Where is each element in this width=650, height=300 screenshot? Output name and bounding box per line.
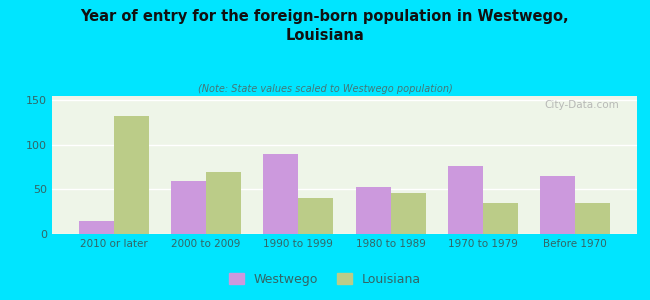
Bar [575,203,610,234]
Bar [298,198,333,234]
Bar [448,166,483,234]
Text: Year of entry for the foreign-born population in Westwego,
Louisiana: Year of entry for the foreign-born popul… [81,9,569,43]
Text: City-Data.com: City-Data.com [545,100,619,110]
Bar [391,193,426,234]
Legend: Westwego, Louisiana: Westwego, Louisiana [224,268,426,291]
Bar [171,182,206,234]
Bar [540,176,575,234]
Text: (Note: State values scaled to Westwego population): (Note: State values scaled to Westwego p… [198,84,452,94]
Bar [79,220,114,234]
Bar [206,172,241,234]
Bar [356,187,391,234]
Bar [263,154,298,234]
Bar [483,203,518,234]
Bar [114,116,149,234]
